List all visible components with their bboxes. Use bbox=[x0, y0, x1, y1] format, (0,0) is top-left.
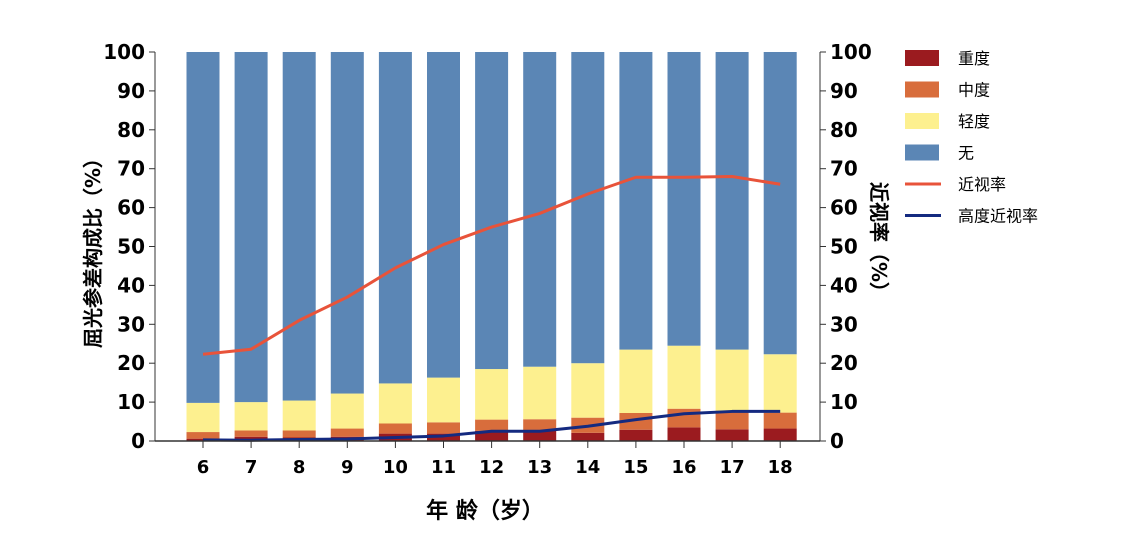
bar-重度-14 bbox=[571, 432, 605, 441]
bar-轻度-12 bbox=[475, 369, 509, 420]
y-tick-label-right: 20 bbox=[830, 351, 858, 375]
legend-swatch-中度 bbox=[905, 81, 939, 98]
bar-无-16 bbox=[667, 52, 701, 346]
legend-swatch-无 bbox=[905, 144, 939, 161]
y-tick-label-left: 0 bbox=[131, 429, 145, 453]
legend-label-轻度: 轻度 bbox=[958, 112, 990, 131]
y-tick-label-right: 0 bbox=[830, 429, 844, 453]
legend-label-中度: 中度 bbox=[958, 81, 990, 100]
x-tick-label: 17 bbox=[720, 457, 745, 478]
bar-无-8 bbox=[282, 52, 316, 401]
y-tick-label-left: 60 bbox=[117, 196, 145, 220]
y-tick-label-right: 80 bbox=[830, 118, 858, 142]
y-tick-label-left: 50 bbox=[117, 235, 145, 259]
y-tick-label-right: 50 bbox=[830, 235, 858, 259]
bar-中度-17 bbox=[715, 410, 749, 430]
bar-无-6 bbox=[186, 52, 220, 403]
legend-swatch-轻度 bbox=[905, 113, 939, 129]
legend-swatch-重度 bbox=[905, 50, 939, 66]
x-tick-label: 16 bbox=[671, 457, 696, 478]
bar-中度-13 bbox=[523, 419, 557, 431]
bar-中度-12 bbox=[475, 419, 509, 431]
x-tick-label: 13 bbox=[527, 457, 552, 478]
bar-轻度-18 bbox=[763, 354, 797, 413]
y-tick-label-left: 40 bbox=[117, 273, 145, 297]
bar-无-15 bbox=[619, 52, 653, 350]
y-tick-label-right: 90 bbox=[830, 79, 858, 103]
bar-轻度-9 bbox=[330, 393, 364, 429]
legend-label-重度: 重度 bbox=[958, 49, 990, 68]
bar-重度-18 bbox=[763, 428, 797, 441]
bar-无-9 bbox=[330, 52, 364, 394]
bar-无-10 bbox=[378, 52, 412, 384]
y-tick-label-right: 70 bbox=[830, 157, 858, 181]
x-tick-label: 11 bbox=[431, 457, 456, 478]
bar-重度-15 bbox=[619, 429, 653, 441]
bar-中度-16 bbox=[667, 408, 701, 428]
y-tick-label-left: 70 bbox=[117, 157, 145, 181]
y-axis-title-left: 屈光参差构成比（%） bbox=[81, 148, 105, 348]
bar-无-14 bbox=[571, 52, 605, 364]
legend-label-高度近视率: 高度近视率 bbox=[958, 207, 1038, 226]
x-tick-label: 12 bbox=[479, 457, 504, 478]
bar-轻度-13 bbox=[523, 366, 557, 420]
line-高度近视率 bbox=[202, 409, 781, 442]
y-tick-label-left: 20 bbox=[117, 351, 145, 375]
bar-重度-13 bbox=[523, 430, 557, 441]
y-tick-label-right: 60 bbox=[830, 196, 858, 220]
y-tick-label-left: 30 bbox=[117, 312, 145, 336]
bar-中度-6 bbox=[186, 432, 220, 439]
bar-中度-7 bbox=[234, 430, 268, 437]
bar-轻度-8 bbox=[282, 400, 316, 431]
bar-无-12 bbox=[475, 52, 509, 370]
bar-轻度-14 bbox=[571, 363, 605, 418]
y-tick-label-left: 100 bbox=[103, 40, 145, 64]
y-tick-label-right: 10 bbox=[830, 390, 858, 414]
bar-轻度-6 bbox=[186, 402, 220, 433]
bar-无-11 bbox=[427, 52, 460, 378]
bar-无-18 bbox=[763, 52, 797, 355]
bar-重度-16 bbox=[667, 427, 701, 441]
y-tick-label-right: 30 bbox=[830, 312, 858, 336]
y-tick-label-left: 80 bbox=[117, 118, 145, 142]
x-tick-label: 7 bbox=[245, 457, 258, 478]
y-tick-label-right: 100 bbox=[830, 40, 872, 64]
x-tick-label: 8 bbox=[293, 457, 306, 478]
bar-中度-11 bbox=[427, 422, 460, 434]
x-axis-title: 年 龄（岁） bbox=[426, 498, 544, 524]
x-tick-label: 15 bbox=[623, 457, 648, 478]
legend-label-近视率: 近视率 bbox=[958, 175, 1006, 194]
bar-轻度-16 bbox=[667, 345, 701, 409]
x-tick-label: 9 bbox=[341, 457, 354, 478]
bar-中度-9 bbox=[330, 428, 364, 437]
y-tick-label-right: 40 bbox=[830, 273, 858, 297]
bar-轻度-10 bbox=[378, 383, 412, 424]
bar-重度-17 bbox=[715, 429, 749, 441]
x-tick-label: 10 bbox=[383, 457, 408, 478]
bar-轻度-17 bbox=[715, 349, 749, 411]
bar-重度-12 bbox=[475, 430, 509, 441]
legend-label-无: 无 bbox=[958, 144, 974, 163]
x-tick-label: 6 bbox=[197, 457, 210, 478]
bar-轻度-11 bbox=[427, 377, 460, 423]
y-tick-label-left: 10 bbox=[117, 390, 145, 414]
bar-中度-8 bbox=[282, 430, 316, 438]
x-tick-label: 14 bbox=[575, 457, 600, 478]
x-tick-label: 18 bbox=[768, 457, 793, 478]
bar-中度-10 bbox=[378, 423, 412, 434]
line-近视率 bbox=[202, 174, 781, 356]
bar-无-17 bbox=[715, 52, 749, 350]
bar-轻度-7 bbox=[234, 402, 268, 431]
bar-中度-18 bbox=[763, 412, 797, 429]
bar-轻度-15 bbox=[619, 349, 653, 413]
y-axis-title-right: 近视率（%） bbox=[867, 182, 891, 302]
y-tick-label-left: 90 bbox=[117, 79, 145, 103]
